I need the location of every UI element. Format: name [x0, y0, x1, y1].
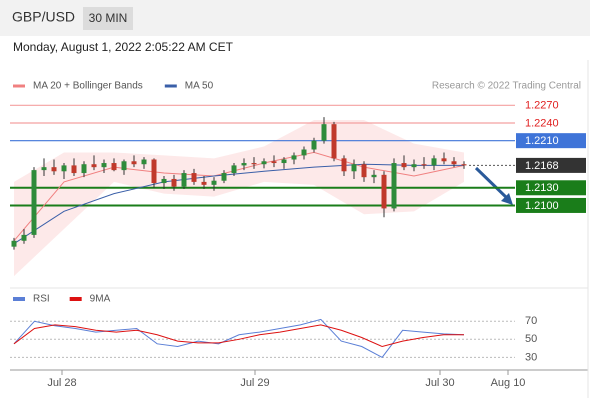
- candle-body: [441, 158, 447, 162]
- candle-body: [421, 164, 427, 166]
- bollinger-band: [14, 120, 464, 277]
- ma-line: [13, 151, 465, 242]
- candle-body: [211, 180, 217, 185]
- legend-label: MA 20 + Bollinger Bands: [33, 81, 143, 92]
- candle-body: [101, 163, 107, 168]
- timeframe-button[interactable]: [83, 7, 133, 30]
- candle-body: [91, 164, 97, 168]
- candle-body: [391, 163, 397, 209]
- candle-body: [361, 164, 367, 178]
- candle-body: [71, 165, 77, 174]
- credit: Research © 2022 Trading Central: [432, 81, 581, 92]
- x-tick-label: Aug 10: [491, 377, 526, 389]
- rsi-line: [13, 318, 465, 359]
- x-tick-label: Jul 29: [240, 377, 269, 389]
- candle-body: [21, 234, 27, 241]
- candle-body: [51, 167, 57, 172]
- candle-body: [141, 159, 147, 165]
- candle-body: [381, 174, 387, 209]
- candle-body: [371, 174, 377, 178]
- y-tick-label: 30: [525, 351, 537, 363]
- candle-body: [411, 164, 417, 168]
- level-box: [516, 133, 586, 149]
- timeframe-label[interactable]: 30 MIN: [89, 11, 128, 25]
- level-label: 1.2168: [525, 160, 559, 172]
- candle-body: [331, 124, 337, 159]
- level-label: 1.2270: [525, 100, 559, 112]
- candle-body: [171, 178, 177, 187]
- candle-body: [321, 124, 327, 141]
- candle-body: [271, 161, 277, 164]
- candle-body: [351, 164, 357, 172]
- candle-body: [291, 155, 297, 160]
- level-box: [516, 157, 586, 173]
- level-box: [516, 180, 586, 196]
- candle-body: [431, 158, 437, 166]
- candle-body: [151, 159, 157, 184]
- level-box: [516, 197, 586, 213]
- level-label: 1.2130: [525, 182, 559, 194]
- rsi-line: [13, 324, 464, 348]
- x-tick-label: Jul 28: [47, 377, 76, 389]
- legend-label: RSI: [33, 294, 50, 305]
- candle-body: [451, 161, 457, 165]
- candle-body: [341, 158, 347, 172]
- candle-body: [401, 163, 407, 168]
- candle-body: [11, 240, 17, 247]
- candle-body: [201, 181, 207, 185]
- y-tick-label: 70: [525, 315, 537, 327]
- candle-body: [281, 159, 287, 164]
- ma-line: [13, 163, 464, 245]
- candle-body: [31, 170, 37, 235]
- level-label: 1.2240: [525, 117, 559, 129]
- level-label: 1.2210: [525, 135, 559, 147]
- symbol: GBP/USD: [12, 9, 75, 25]
- timestamp: Monday, August 1, 2022 2:05:22 AM CET: [13, 40, 234, 54]
- candle-body: [231, 165, 237, 174]
- y-tick-label: 50: [525, 333, 537, 345]
- candle-body: [41, 167, 47, 171]
- candle-body: [61, 165, 67, 172]
- candle-body: [261, 161, 267, 165]
- candle-body: [311, 140, 317, 150]
- legend-label: MA 50: [185, 81, 214, 92]
- candle-body: [161, 178, 167, 184]
- legend-label: 9MA: [90, 294, 111, 305]
- candle-body: [81, 164, 87, 174]
- candle-body: [181, 173, 187, 187]
- candle-body: [131, 161, 137, 165]
- candle-body: [111, 163, 117, 171]
- forecast-arrow-head: [501, 193, 513, 205]
- candle-body: [121, 161, 127, 171]
- candle-body: [461, 164, 467, 166]
- candle-body: [221, 173, 227, 181]
- forecast-arrow: [474, 166, 510, 201]
- candle-body: [191, 173, 197, 182]
- candle-body: [251, 163, 257, 165]
- x-tick-label: Jul 30: [425, 377, 454, 389]
- legend-swatch: [69, 297, 82, 301]
- legend-swatch: [13, 297, 25, 301]
- candle-body: [301, 149, 307, 156]
- candle-body: [241, 163, 247, 166]
- level-label: 1.2100: [525, 200, 559, 212]
